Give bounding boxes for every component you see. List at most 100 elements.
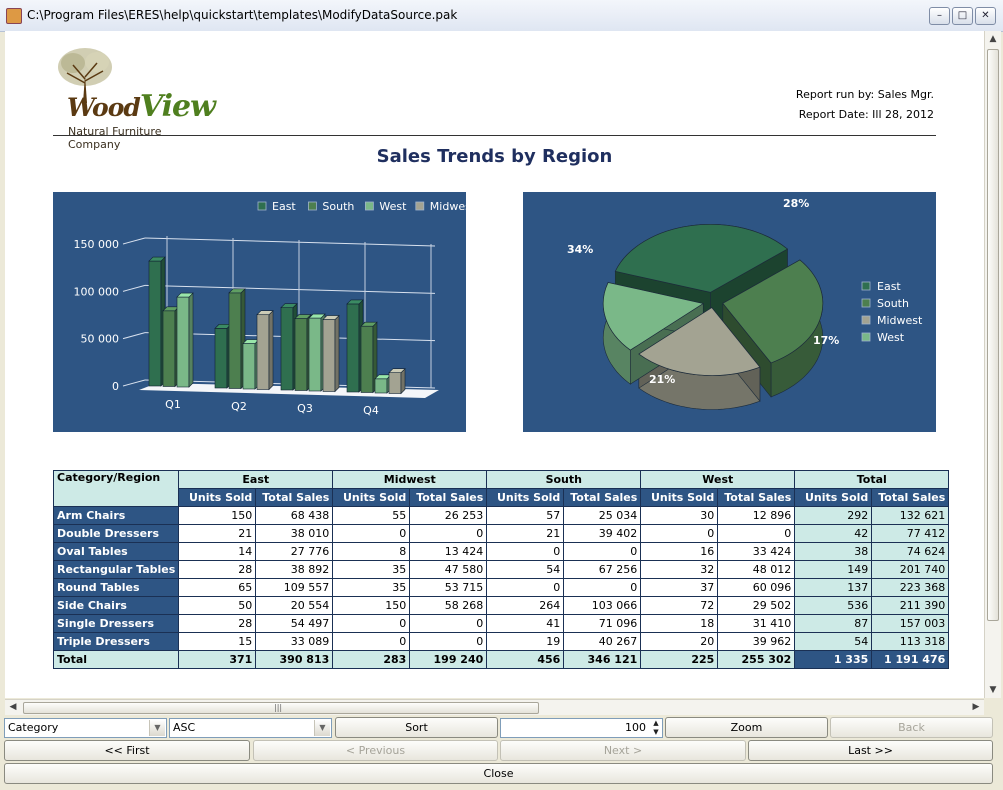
sort-field-select[interactable]: Category ▼ [4, 718, 167, 738]
bar [176, 296, 190, 388]
table-cell: 30 [640, 506, 719, 525]
pie-slice [614, 224, 789, 293]
y-tick-label: 150 000 [74, 238, 120, 251]
horizontal-scroll-thumb[interactable]: ||| [23, 702, 539, 714]
bar [214, 328, 228, 389]
table-cell: 41 [486, 614, 565, 633]
table-cell: 21 [178, 524, 257, 543]
table-cell: 536 [794, 596, 873, 615]
close-button[interactable]: Close [4, 763, 993, 784]
pie-chart: 34% 28% 21% 17% East South Midwest West [523, 192, 936, 432]
legend-label: Midwest [877, 314, 923, 327]
table-cell: 29 502 [717, 596, 796, 615]
table-row: Oval Tables 14 27 776 8 13 424 0 0 16 33 424 38 74… [52, 542, 950, 561]
legend-item: West [364, 200, 407, 213]
bar-side [188, 292, 194, 388]
grid-line [122, 284, 146, 292]
table-cell: 13 424 [409, 542, 488, 561]
bar-top [322, 315, 340, 320]
zoom-value: 100 [625, 721, 646, 734]
legend-swatch [861, 281, 871, 291]
table-cell: 28 [178, 560, 257, 579]
table-row: Arm Chairs 150 68 438 55 26 253 57 25 034 30 12 … [52, 506, 950, 525]
table-cell: 12 896 [717, 506, 796, 525]
legend-item: East [257, 200, 296, 213]
table-cell: 14 [178, 542, 257, 561]
table-cell: 0 [409, 614, 488, 633]
maximize-icon[interactable]: □ [952, 7, 973, 25]
logo-tagline: Natural Furniture Company [68, 125, 162, 151]
y-tick-label: 100 000 [74, 285, 120, 298]
row-category: Triple Dressers [52, 632, 180, 651]
total-cell: 346 121 [563, 650, 642, 669]
grid-line [122, 379, 146, 387]
close-icon[interactable]: ✕ [975, 7, 996, 25]
table-cell: 65 [178, 578, 257, 597]
table-cell: 16 [640, 542, 719, 561]
last-page-button[interactable]: Last >> [748, 740, 993, 761]
sort-order-select[interactable]: ASC ▼ [169, 718, 332, 738]
table-cell: 0 [563, 542, 642, 561]
total-cell: 1 191 476 [871, 650, 950, 669]
scroll-right-icon[interactable]: ▶ [972, 702, 980, 712]
zoom-button[interactable]: Zoom [665, 717, 828, 738]
vertical-scroll-thumb[interactable] [987, 49, 999, 621]
total-cell: 199 240 [409, 650, 488, 669]
grid-line [122, 332, 146, 340]
row-category: Rectangular Tables [52, 560, 180, 579]
table-cell: 67 256 [563, 560, 642, 579]
minimize-icon[interactable]: – [929, 7, 950, 25]
table-cell: 57 [486, 506, 565, 525]
scroll-up-icon[interactable]: ▲ [989, 34, 997, 44]
legend-label: South [877, 297, 909, 310]
table-cell: 37 [640, 578, 719, 597]
legend-swatch [257, 201, 267, 211]
zoom-spinner[interactable]: 100 ▲ ▼ [500, 718, 663, 738]
window-title-bar: C:\Program Files\ERES\help\quickstart\te… [0, 0, 1003, 32]
table-cell: 0 [332, 614, 411, 633]
table-row: Side Chairs 50 20 554 150 58 268 264 103 066 72… [52, 596, 950, 615]
bar [388, 372, 402, 394]
bar-top [294, 314, 312, 319]
scroll-left-icon[interactable]: ◀ [9, 702, 17, 712]
row-category: Single Dressers [52, 614, 180, 633]
scroll-down-icon[interactable]: ▼ [989, 685, 997, 695]
bar-side [268, 309, 274, 391]
vertical-scrollbar[interactable]: ▲ ▼ [984, 31, 1001, 698]
previous-page-button[interactable]: < Previous [253, 740, 498, 761]
chevron-down-icon[interactable]: ▼ [149, 720, 165, 736]
bar [374, 378, 388, 394]
pie-slice-label: 21% [649, 373, 675, 386]
table-cell: 149 [794, 560, 873, 579]
chevron-down-icon[interactable]: ▼ [314, 720, 330, 736]
column-header: Units Sold [332, 488, 411, 507]
table-cell: 211 390 [871, 596, 950, 615]
column-header: Units Sold [640, 488, 719, 507]
app-icon [6, 8, 22, 24]
table-cell: 33 089 [255, 632, 334, 651]
horizontal-scrollbar[interactable]: ◀ ||| ▶ [5, 699, 984, 715]
table-cell: 19 [486, 632, 565, 651]
bar [308, 317, 322, 392]
table-cell: 0 [332, 632, 411, 651]
report-run-by: Report run by: Sales Mgr. [795, 88, 934, 101]
table-cell: 87 [794, 614, 873, 633]
table-cell: 18 [640, 614, 719, 633]
pie-slice-label: 34% [567, 243, 593, 256]
table-cell: 0 [409, 632, 488, 651]
next-page-button[interactable]: Next > [500, 740, 746, 761]
header-divider [53, 135, 936, 136]
pie-slice [638, 307, 761, 376]
region-header: Total [794, 470, 950, 489]
table-cell: 33 424 [717, 542, 796, 561]
bar [322, 319, 336, 392]
spinner-arrows-icon[interactable]: ▲ ▼ [653, 719, 659, 736]
sort-button[interactable]: Sort [335, 717, 498, 738]
first-page-button[interactable]: << First [4, 740, 250, 761]
table-cell: 68 438 [255, 506, 334, 525]
table-cell: 27 776 [255, 542, 334, 561]
back-button[interactable]: Back [830, 717, 993, 738]
legend-label: East [877, 280, 901, 293]
x-tick-label: Q1 [165, 398, 181, 411]
bar-top [228, 288, 246, 294]
